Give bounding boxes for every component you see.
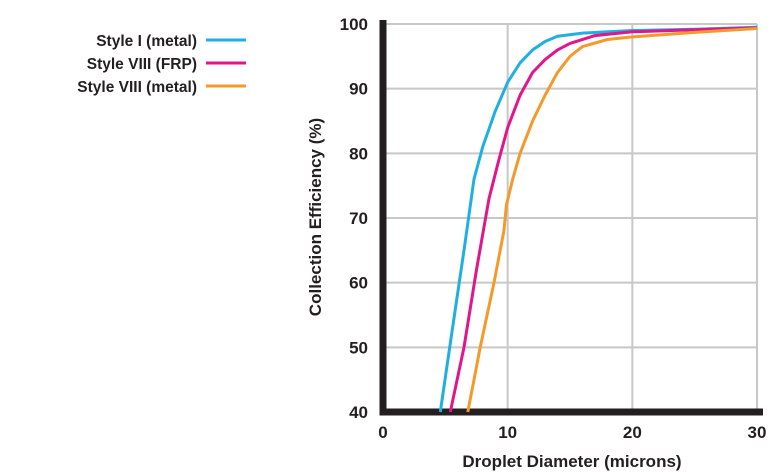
y-tick-label-4: 80 <box>349 144 368 163</box>
grid-lines <box>383 23 758 412</box>
x-tick-label-0: 0 <box>378 423 387 442</box>
legend-label-0: Style I (metal) <box>96 33 197 50</box>
y-tick-label-3: 70 <box>349 209 368 228</box>
x-tick-label-3: 30 <box>748 423 767 442</box>
legend: Style I (metal) Style VIII (FRP) Style VII… <box>77 33 246 96</box>
legend-label-1: Style VIII (FRP) <box>87 56 197 73</box>
y-axis-label: Collection Efficiency (%) <box>306 118 325 316</box>
series-line-0 <box>438 25 758 413</box>
y-tick-label-1: 50 <box>349 338 368 357</box>
x-tick-label-2: 20 <box>623 423 642 442</box>
y-tick-label-2: 60 <box>349 274 368 293</box>
legend-label-2: Style VIII (metal) <box>77 79 197 96</box>
y-tick-label-5: 90 <box>349 80 368 99</box>
y-tick-label-6: 100 <box>340 15 368 34</box>
series-line-2 <box>466 27 758 413</box>
x-axis-label: Droplet Diameter (microns) <box>462 452 681 471</box>
y-tick-label-0: 40 <box>349 403 368 422</box>
axes <box>379 20 763 416</box>
series-lines <box>438 25 758 413</box>
x-tick-label-1: 10 <box>498 423 517 442</box>
series-line-1 <box>448 26 758 413</box>
tick-labels: 0 10 20 30 40 50 60 70 80 90 100 <box>340 15 767 442</box>
